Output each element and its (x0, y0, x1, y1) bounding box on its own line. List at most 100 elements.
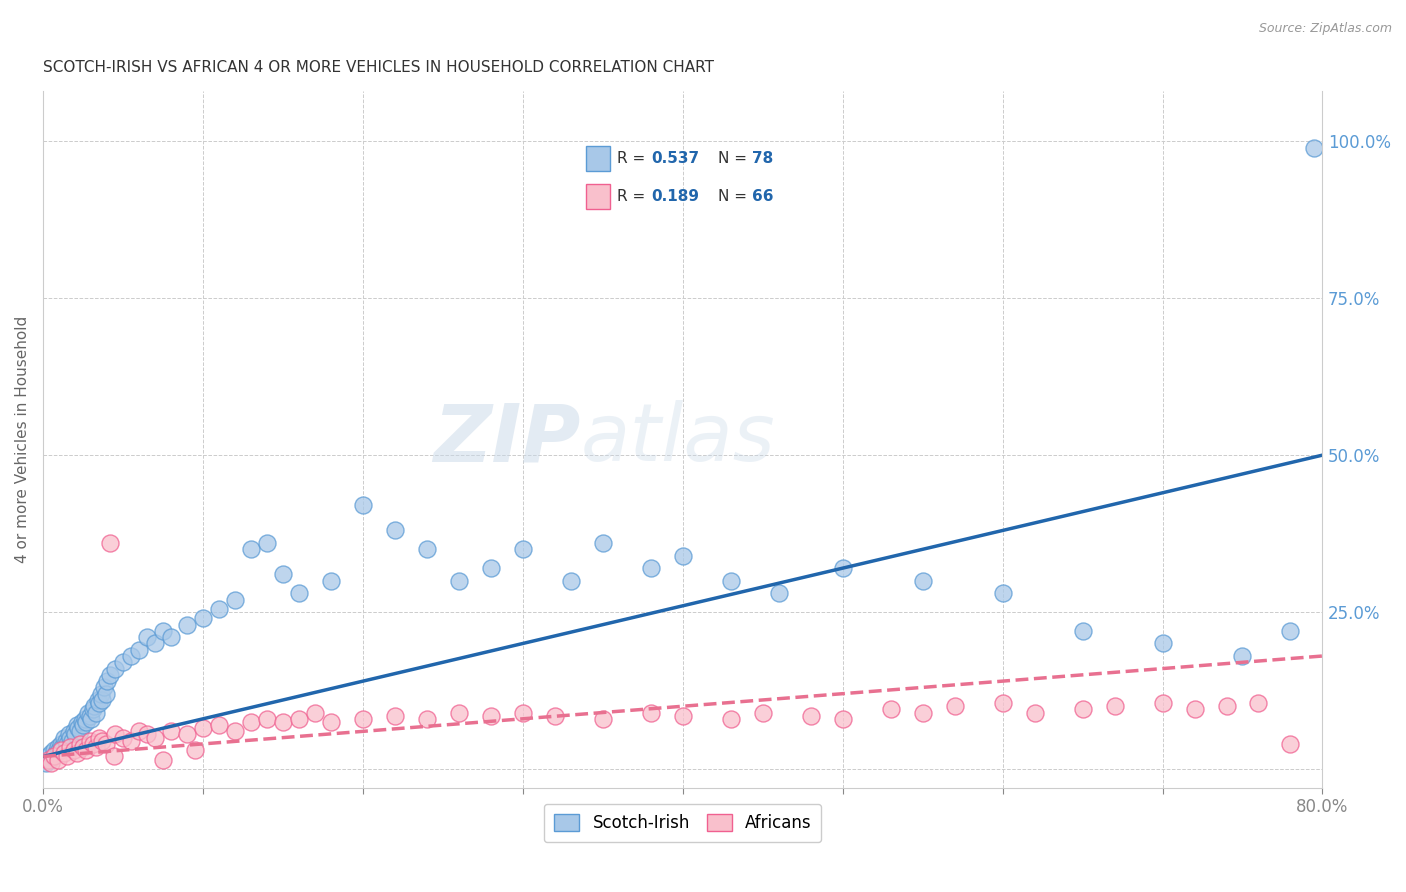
Point (69, 724, 91, 739)
Point (184, 743, 207, 757)
Point (56, 737, 79, 751)
Point (89, 696, 111, 710)
Point (191, 721, 214, 735)
Point (37, 753, 59, 767)
Point (62, 743, 84, 757)
Point (544, 708, 567, 723)
Point (62, 724, 84, 739)
Point (67, 721, 90, 735)
Point (176, 617, 198, 632)
Point (911, 574, 934, 588)
Point (1184, 702, 1206, 716)
Point (89, 731, 111, 745)
Point (44, 743, 66, 757)
Point (77, 706, 100, 720)
Point (42, 749, 65, 764)
Point (38, 753, 60, 767)
Text: atlas: atlas (581, 401, 775, 478)
Point (66, 718, 89, 732)
Point (94, 737, 117, 751)
Point (45, 747, 67, 761)
Point (53, 731, 76, 745)
Point (69, 737, 91, 751)
Point (384, 524, 406, 538)
Point (1152, 696, 1174, 710)
Point (58, 727, 80, 741)
Point (319, 714, 342, 729)
Point (224, 724, 246, 739)
Point (256, 536, 278, 550)
Point (319, 574, 342, 588)
Point (447, 706, 470, 720)
Point (84, 739, 107, 754)
Point (672, 708, 695, 723)
Point (103, 749, 125, 764)
Point (271, 567, 294, 582)
Point (79, 708, 101, 723)
Point (512, 542, 534, 557)
Point (416, 542, 439, 557)
Point (73, 712, 96, 726)
Point (59, 739, 82, 754)
Point (128, 642, 150, 657)
Point (93, 681, 115, 695)
Point (240, 714, 263, 729)
Point (1071, 702, 1094, 716)
Point (80, 712, 103, 726)
Point (447, 574, 470, 588)
Point (59, 731, 82, 745)
Point (592, 536, 614, 550)
Point (120, 733, 142, 747)
Point (60, 733, 83, 747)
Point (1071, 624, 1094, 638)
Point (640, 561, 662, 575)
Point (82, 702, 104, 716)
Point (720, 574, 742, 588)
Point (75, 743, 97, 757)
Point (39, 747, 62, 761)
Point (271, 714, 294, 729)
Point (560, 574, 582, 588)
Point (84, 706, 107, 720)
Point (143, 636, 166, 650)
Point (943, 699, 966, 714)
Point (384, 708, 406, 723)
Point (91, 733, 114, 747)
Point (35, 756, 58, 770)
Point (1279, 737, 1302, 751)
Point (831, 561, 853, 575)
Point (94, 687, 117, 701)
Point (112, 731, 135, 745)
Point (49, 743, 72, 757)
Point (1104, 699, 1126, 714)
Point (256, 712, 278, 726)
Point (44, 749, 66, 764)
Point (288, 712, 311, 726)
Point (66, 747, 89, 761)
Point (1279, 624, 1302, 638)
Point (191, 611, 214, 625)
Point (104, 662, 127, 676)
Point (49, 737, 72, 751)
Point (800, 708, 823, 723)
Point (911, 706, 934, 720)
Point (96, 674, 118, 689)
Point (51, 739, 73, 754)
FancyBboxPatch shape (586, 146, 610, 171)
Point (91, 693, 114, 707)
Point (512, 706, 534, 720)
Point (143, 731, 166, 745)
Point (1232, 648, 1254, 663)
Point (48, 743, 70, 757)
Point (1215, 699, 1237, 714)
Point (352, 712, 374, 726)
Text: 0.189: 0.189 (651, 189, 699, 204)
Point (46, 753, 69, 767)
Legend: Scotch-Irish, Africans: Scotch-Irish, Africans (544, 804, 821, 842)
Point (479, 561, 502, 575)
Text: N =: N = (718, 189, 752, 204)
Point (82, 737, 104, 751)
Point (39, 756, 62, 770)
Point (112, 655, 135, 669)
Y-axis label: 4 or more Vehicles in Household: 4 or more Vehicles in Household (15, 316, 30, 563)
